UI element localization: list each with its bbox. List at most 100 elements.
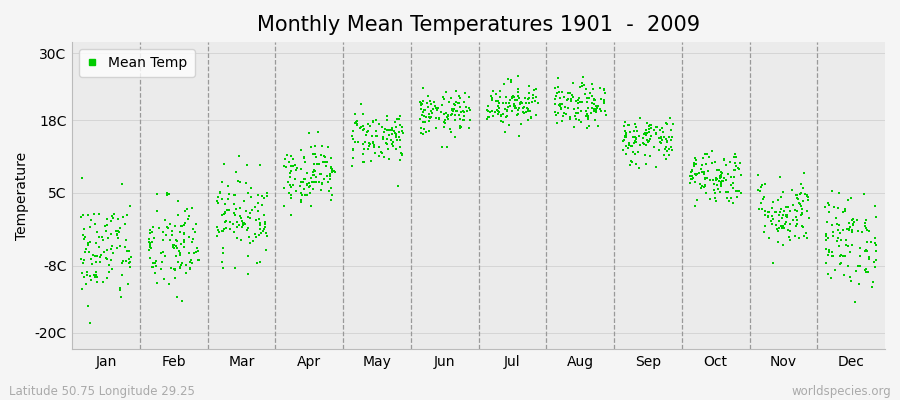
- Point: [575, 74, 590, 80]
- Point: [293, 166, 308, 173]
- Point: [260, 190, 274, 196]
- Point: [325, 166, 339, 172]
- Point: [359, 129, 374, 135]
- Point: [589, 106, 603, 112]
- Point: [774, 222, 788, 229]
- Point: [89, 239, 104, 246]
- Point: [191, 257, 205, 264]
- Point: [551, 74, 565, 81]
- Point: [771, 197, 786, 203]
- Point: [589, 103, 603, 109]
- Point: [618, 134, 633, 140]
- Point: [258, 229, 273, 236]
- Point: [259, 233, 274, 239]
- Point: [858, 248, 872, 254]
- Point: [833, 230, 848, 236]
- Point: [234, 215, 248, 222]
- Point: [169, 245, 184, 252]
- Point: [102, 269, 116, 276]
- Point: [297, 154, 311, 160]
- Point: [288, 167, 302, 174]
- Point: [494, 112, 508, 118]
- Point: [106, 214, 121, 221]
- Point: [220, 218, 234, 224]
- Point: [644, 133, 658, 139]
- Point: [429, 105, 444, 111]
- Point: [345, 162, 359, 169]
- Point: [302, 130, 317, 136]
- Point: [700, 168, 715, 174]
- Point: [493, 87, 508, 94]
- Point: [659, 120, 673, 126]
- Point: [389, 146, 403, 152]
- Point: [693, 184, 707, 191]
- Point: [304, 144, 319, 150]
- Point: [440, 144, 454, 150]
- Point: [491, 109, 506, 115]
- Point: [661, 138, 675, 144]
- Point: [590, 107, 604, 114]
- Point: [574, 82, 589, 89]
- Point: [828, 267, 842, 273]
- Point: [522, 100, 536, 106]
- Point: [115, 272, 130, 278]
- Point: [579, 112, 593, 119]
- Point: [568, 113, 582, 119]
- Point: [485, 95, 500, 102]
- Point: [95, 236, 110, 243]
- Point: [302, 184, 317, 190]
- Point: [859, 216, 873, 223]
- Point: [368, 128, 382, 134]
- Point: [453, 104, 467, 110]
- Point: [766, 260, 780, 266]
- Point: [216, 210, 230, 217]
- Point: [184, 205, 199, 211]
- Point: [637, 152, 652, 158]
- Point: [186, 236, 201, 242]
- Point: [305, 172, 320, 178]
- Point: [113, 293, 128, 300]
- Point: [836, 209, 850, 216]
- Point: [825, 229, 840, 235]
- Point: [395, 152, 410, 158]
- Point: [646, 126, 661, 133]
- Point: [456, 109, 471, 116]
- Point: [621, 122, 635, 128]
- Point: [842, 263, 856, 269]
- Point: [780, 212, 795, 218]
- Point: [119, 237, 133, 244]
- Point: [503, 77, 517, 83]
- Point: [174, 262, 188, 268]
- Point: [569, 110, 583, 116]
- Point: [527, 98, 542, 104]
- Point: [171, 197, 185, 204]
- Point: [379, 140, 393, 146]
- Point: [491, 100, 506, 106]
- Point: [652, 135, 667, 142]
- Point: [751, 187, 765, 194]
- Point: [561, 105, 575, 111]
- Point: [366, 142, 381, 149]
- Point: [800, 192, 814, 199]
- Point: [776, 242, 790, 248]
- Point: [758, 181, 772, 187]
- Point: [554, 106, 569, 112]
- Point: [395, 128, 410, 134]
- Point: [156, 248, 170, 255]
- Point: [616, 122, 631, 129]
- Point: [389, 132, 403, 138]
- Point: [769, 209, 783, 216]
- Point: [92, 244, 106, 250]
- Point: [146, 264, 160, 270]
- Point: [215, 228, 230, 234]
- Point: [148, 270, 162, 276]
- Point: [642, 138, 656, 144]
- Point: [663, 137, 678, 143]
- Point: [842, 226, 856, 233]
- Point: [765, 213, 779, 220]
- Point: [321, 144, 336, 150]
- Point: [719, 162, 733, 168]
- Point: [395, 151, 410, 158]
- Point: [846, 219, 860, 225]
- Point: [233, 178, 248, 185]
